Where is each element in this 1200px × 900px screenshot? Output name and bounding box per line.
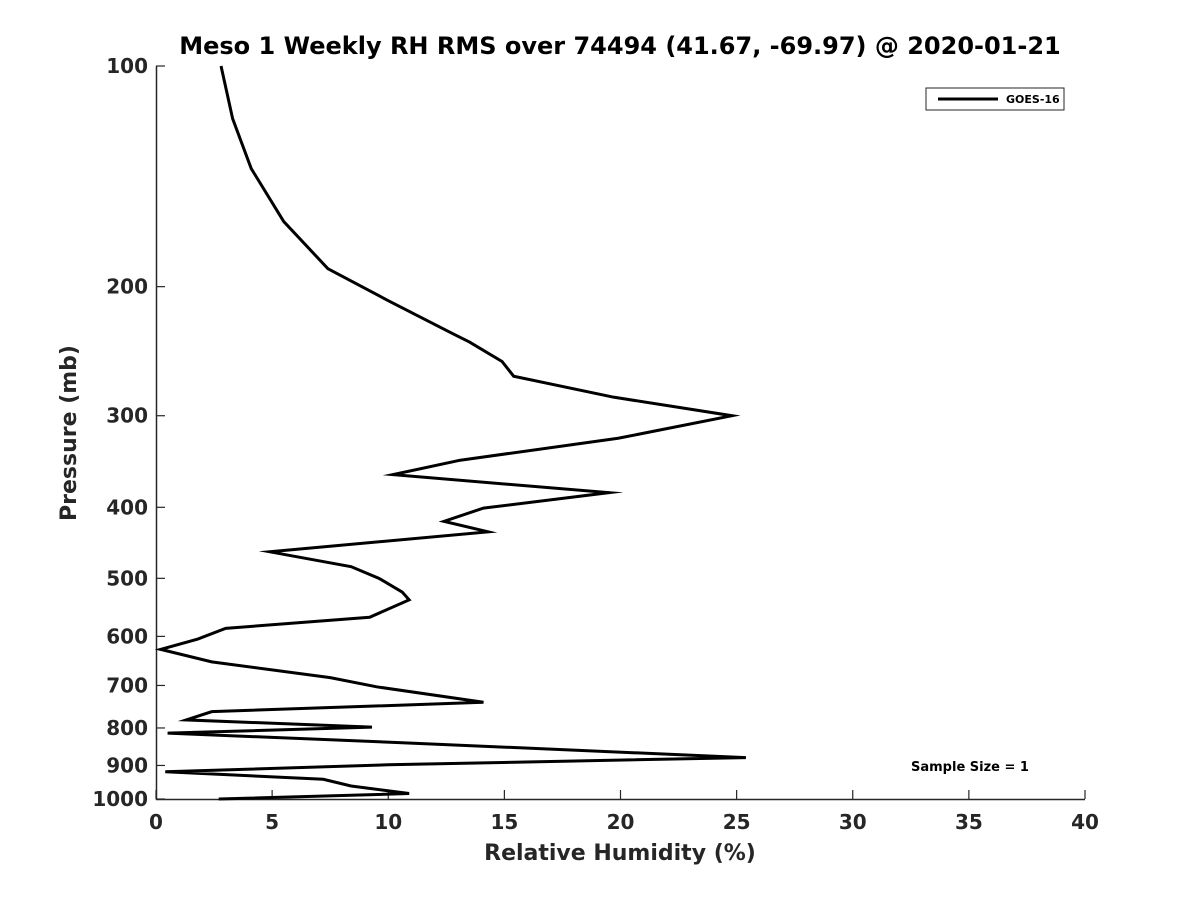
y-tick-label: 400 — [106, 495, 148, 519]
x-tick-label: 35 — [955, 810, 983, 834]
series-layer — [154, 65, 747, 801]
y-tick-label: 900 — [106, 753, 148, 777]
x-tick-label: 10 — [374, 810, 402, 834]
x-tick-label: 0 — [149, 810, 163, 834]
x-ticks: 0 5 10 15 20 25 30 35 40 — [149, 790, 1099, 834]
x-tick-label: 40 — [1071, 810, 1099, 834]
y-tick-label: 600 — [106, 624, 148, 648]
y-axis-title: Pressure (mb) — [57, 345, 82, 521]
y-tick-label: 800 — [106, 716, 148, 740]
x-tick-label: 25 — [723, 810, 751, 834]
y-tick-label: 1000 — [92, 787, 148, 811]
series-line-goes-16 — [154, 65, 746, 801]
x-tick-label: 5 — [265, 810, 279, 834]
chart-title: Meso 1 Weekly RH RMS over 74494 (41.67, … — [179, 32, 1061, 60]
x-axis-title: Relative Humidity (%) — [484, 841, 756, 866]
y-tick-label: 500 — [106, 566, 148, 590]
y-ticks: 100 200 300 400 500 600 700 800 900 1000 — [92, 54, 165, 811]
y-tick-label: 700 — [106, 673, 148, 697]
y-tick-label: 100 — [106, 54, 148, 78]
y-tick-label: 300 — [106, 404, 148, 428]
plot-axes — [155, 66, 1085, 801]
x-tick-label: 30 — [839, 810, 867, 834]
y-tick-label: 200 — [106, 275, 148, 299]
sample-size-annotation: Sample Size = 1 — [911, 760, 1029, 775]
legend-label: GOES-16 — [1006, 93, 1060, 106]
x-tick-label: 15 — [490, 810, 518, 834]
legend[interactable]: GOES-16 — [925, 87, 1065, 111]
x-tick-label: 20 — [607, 810, 635, 834]
